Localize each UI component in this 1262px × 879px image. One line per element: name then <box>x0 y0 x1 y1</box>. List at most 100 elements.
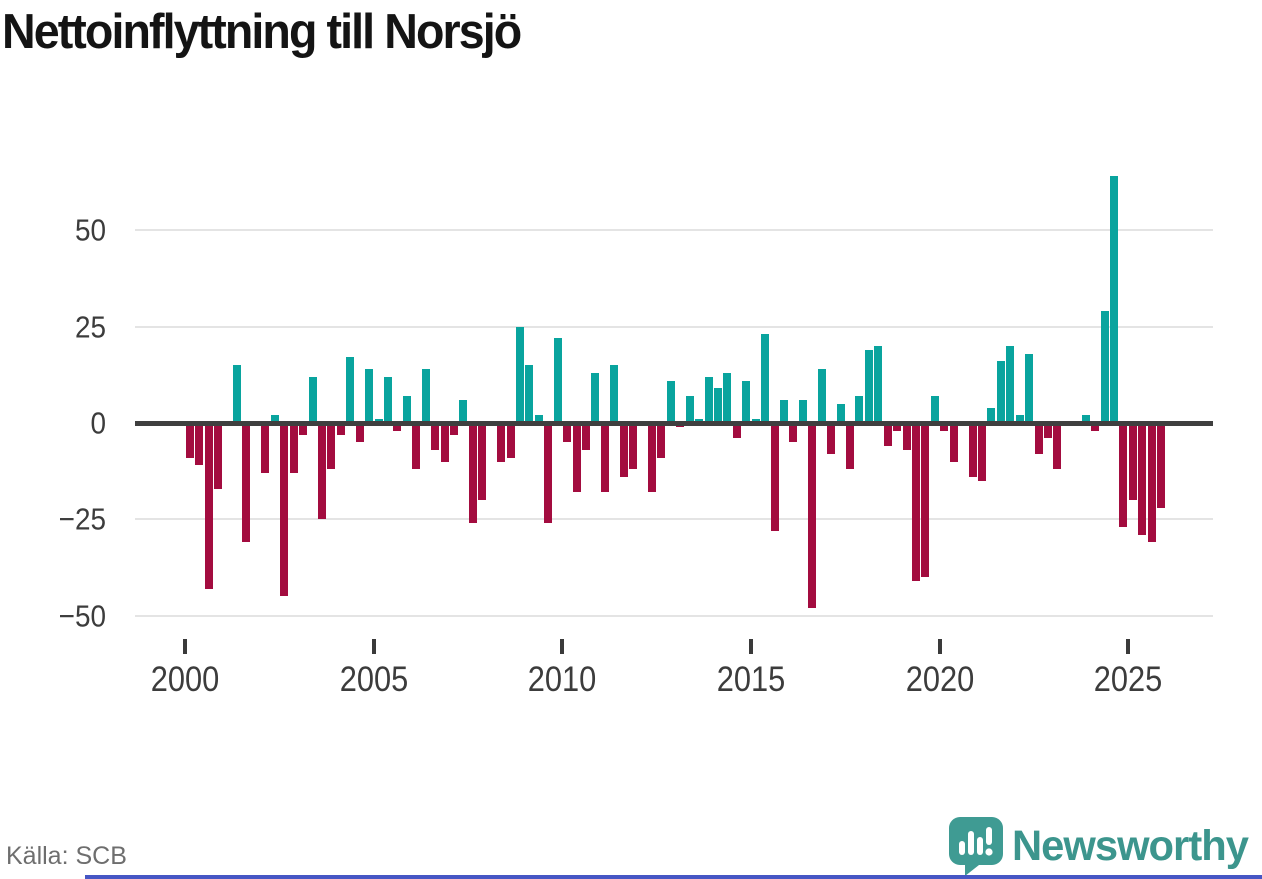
bar <box>346 357 355 423</box>
gridline <box>135 518 1213 521</box>
gridline <box>135 325 1213 328</box>
bar <box>1110 176 1119 423</box>
bar <box>317 423 326 520</box>
bar <box>214 423 223 489</box>
bar <box>195 423 204 466</box>
bar <box>789 423 798 443</box>
bar <box>365 369 374 423</box>
bar <box>864 349 873 423</box>
bar <box>629 423 638 470</box>
x-axis-tick-label: 2015 <box>716 660 786 699</box>
bar <box>412 423 421 470</box>
bar <box>912 423 921 581</box>
x-axis-tick-label: 2010 <box>528 660 597 699</box>
bar <box>600 423 609 493</box>
bar <box>704 376 713 423</box>
bar <box>270 415 279 423</box>
bar <box>808 423 817 608</box>
bar <box>185 423 194 458</box>
bar <box>534 415 543 423</box>
bar <box>930 396 939 423</box>
bar <box>742 380 751 423</box>
bar <box>1025 353 1034 423</box>
bar <box>770 423 779 531</box>
bar <box>949 423 958 462</box>
bar <box>1006 345 1015 423</box>
x-axis-tick-label: 2005 <box>339 660 409 699</box>
bar <box>1100 311 1109 423</box>
bar <box>355 423 364 443</box>
bar <box>798 399 807 423</box>
newsworthy-logo: Newsworthy <box>948 816 1260 876</box>
bar <box>478 423 487 501</box>
bar <box>1044 423 1053 439</box>
bar <box>289 423 298 474</box>
bar <box>723 372 732 423</box>
bar <box>525 365 534 423</box>
zero-axis-line <box>135 420 1213 426</box>
x-axis-tick-label: 2000 <box>150 660 220 699</box>
y-axis-tick-label: −25 <box>58 501 106 537</box>
bar <box>732 423 741 439</box>
bar <box>515 326 524 423</box>
bottom-accent-bar <box>85 875 1262 879</box>
bar <box>308 376 317 423</box>
bar <box>921 423 930 578</box>
bar <box>1119 423 1128 528</box>
bar <box>817 369 826 423</box>
bar <box>902 423 911 450</box>
bar <box>431 423 440 450</box>
bar <box>459 399 468 423</box>
bar <box>1053 423 1062 470</box>
bar <box>1015 415 1024 423</box>
bar <box>657 423 666 458</box>
bar <box>893 423 902 431</box>
bar <box>280 423 289 597</box>
y-axis-tick-label: 50 <box>74 212 106 248</box>
page-title: Nettoinflyttning till Norsjö <box>2 5 522 59</box>
bar <box>402 396 411 423</box>
gridline <box>135 229 1213 232</box>
bar <box>883 423 892 447</box>
bar <box>1157 423 1166 508</box>
bar <box>506 423 515 458</box>
bar <box>1128 423 1137 501</box>
bar <box>563 423 572 443</box>
x-axis-tick-mark <box>749 639 753 654</box>
y-axis-tick-label: −50 <box>58 598 106 634</box>
x-axis-tick-label: 2025 <box>1093 660 1163 699</box>
bar <box>685 396 694 423</box>
bar <box>610 365 619 423</box>
bar <box>497 423 506 462</box>
bar <box>619 423 628 477</box>
source-note: Källa: SCB <box>6 842 127 870</box>
newsworthy-bubble-bar-chart-icon <box>949 817 1003 876</box>
bar <box>544 423 553 524</box>
bar <box>1034 423 1043 454</box>
bar <box>846 423 854 470</box>
bar <box>836 403 845 423</box>
bar <box>440 423 449 462</box>
bar <box>1147 423 1156 543</box>
bar <box>1091 423 1100 431</box>
bar <box>336 423 345 435</box>
bar <box>421 369 430 423</box>
bar <box>855 396 864 423</box>
bar <box>242 423 251 543</box>
bar <box>572 423 581 493</box>
bar <box>666 380 675 423</box>
bar <box>393 423 402 431</box>
y-axis-tick-label: 25 <box>74 309 106 345</box>
x-axis-tick-mark <box>560 639 565 654</box>
bar <box>468 423 477 524</box>
bar <box>647 423 656 493</box>
bar <box>204 423 213 589</box>
bar <box>761 334 770 423</box>
bar <box>383 376 392 423</box>
bar <box>874 345 883 423</box>
bar <box>713 388 722 423</box>
bar <box>581 423 590 450</box>
bar <box>1138 423 1147 535</box>
x-axis-tick-mark <box>937 639 942 654</box>
